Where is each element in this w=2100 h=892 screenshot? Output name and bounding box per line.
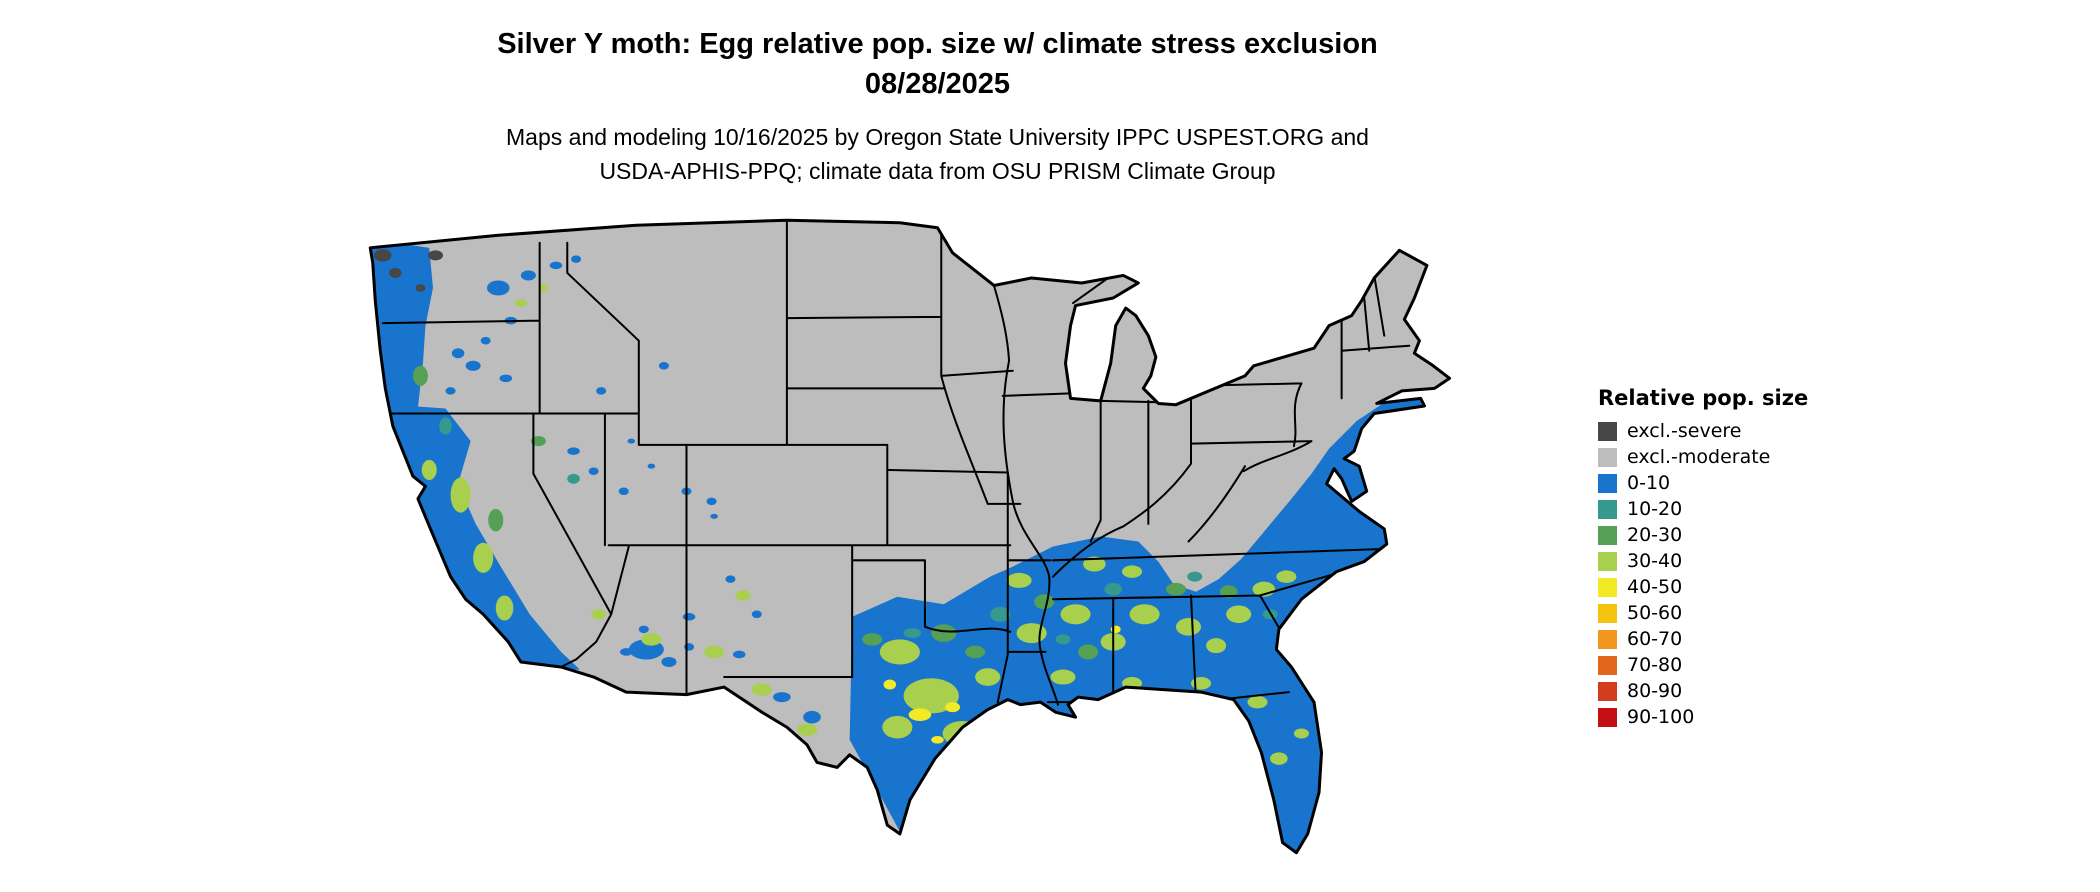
legend-item-label: 40-50 (1627, 576, 1683, 598)
legend-item: 70-80 (1598, 656, 1878, 675)
legend-item: 60-70 (1598, 630, 1878, 649)
legend-swatch (1598, 604, 1617, 623)
legend-item-label: 20-30 (1627, 524, 1683, 546)
legend-swatch (1598, 682, 1617, 701)
legend-item-label: 50-60 (1627, 602, 1683, 624)
legend-item: 30-40 (1598, 552, 1878, 571)
map-layer-excl-severe (374, 249, 444, 292)
legend-item-label: 30-40 (1627, 550, 1683, 572)
legend-item-label: 90-100 (1627, 706, 1695, 728)
legend-swatch (1598, 500, 1617, 519)
map-layer-40-50 (883, 625, 1121, 744)
figure-title: Silver Y moth: Egg relative pop. size w/… (497, 28, 1378, 60)
legend-swatch (1598, 474, 1617, 493)
figure-date: 08/28/2025 (864, 68, 1011, 100)
legend-item: 0-10 (1598, 474, 1878, 493)
subtitle-line-1: Maps and modeling 10/16/2025 by Oregon S… (506, 124, 1369, 150)
us-map (310, 200, 1565, 888)
legend-item-label: 0-10 (1627, 472, 1671, 494)
legend-swatch (1598, 526, 1617, 545)
legend-item-label: 10-20 (1627, 498, 1683, 520)
legend-swatch (1598, 422, 1617, 441)
legend-items: excl.-severe excl.-moderate 0-10 10-20 20-30… (1598, 422, 1878, 727)
figure-subtitle: Maps and modeling 10/16/2025 by Oregon S… (0, 120, 1875, 188)
legend-item-label: 80-90 (1627, 680, 1683, 702)
legend-item: 50-60 (1598, 604, 1878, 623)
legend-item: 80-90 (1598, 682, 1878, 701)
legend-item-label: excl.-moderate (1627, 446, 1771, 468)
legend-swatch (1598, 578, 1617, 597)
legend-swatch (1598, 630, 1617, 649)
legend-item: 40-50 (1598, 578, 1878, 597)
legend-item-label: 60-70 (1627, 628, 1683, 650)
legend-item: 20-30 (1598, 526, 1878, 545)
legend-item: excl.-moderate (1598, 448, 1878, 467)
legend-swatch (1598, 708, 1617, 727)
legend-title: Relative pop. size (1598, 386, 1809, 410)
legend-swatch (1598, 448, 1617, 467)
legend-swatch (1598, 552, 1617, 571)
figure-header: Silver Y moth: Egg relative pop. size w/… (0, 24, 1875, 188)
legend-item: 90-100 (1598, 708, 1878, 727)
legend-swatch (1598, 656, 1617, 675)
legend: Relative pop. size excl.-severe excl.-mod… (1598, 386, 1878, 734)
legend-item-label: 70-80 (1627, 654, 1683, 676)
legend-item: excl.-severe (1598, 422, 1878, 441)
legend-item-label: excl.-severe (1627, 420, 1742, 442)
legend-item: 10-20 (1598, 500, 1878, 519)
subtitle-line-2: USDA-APHIS-PPQ; climate data from OSU PR… (599, 158, 1276, 184)
map-layer-20-30 (412, 365, 1238, 660)
us-map-svg (368, 218, 1452, 855)
map-layer-30-40 (421, 284, 1309, 765)
